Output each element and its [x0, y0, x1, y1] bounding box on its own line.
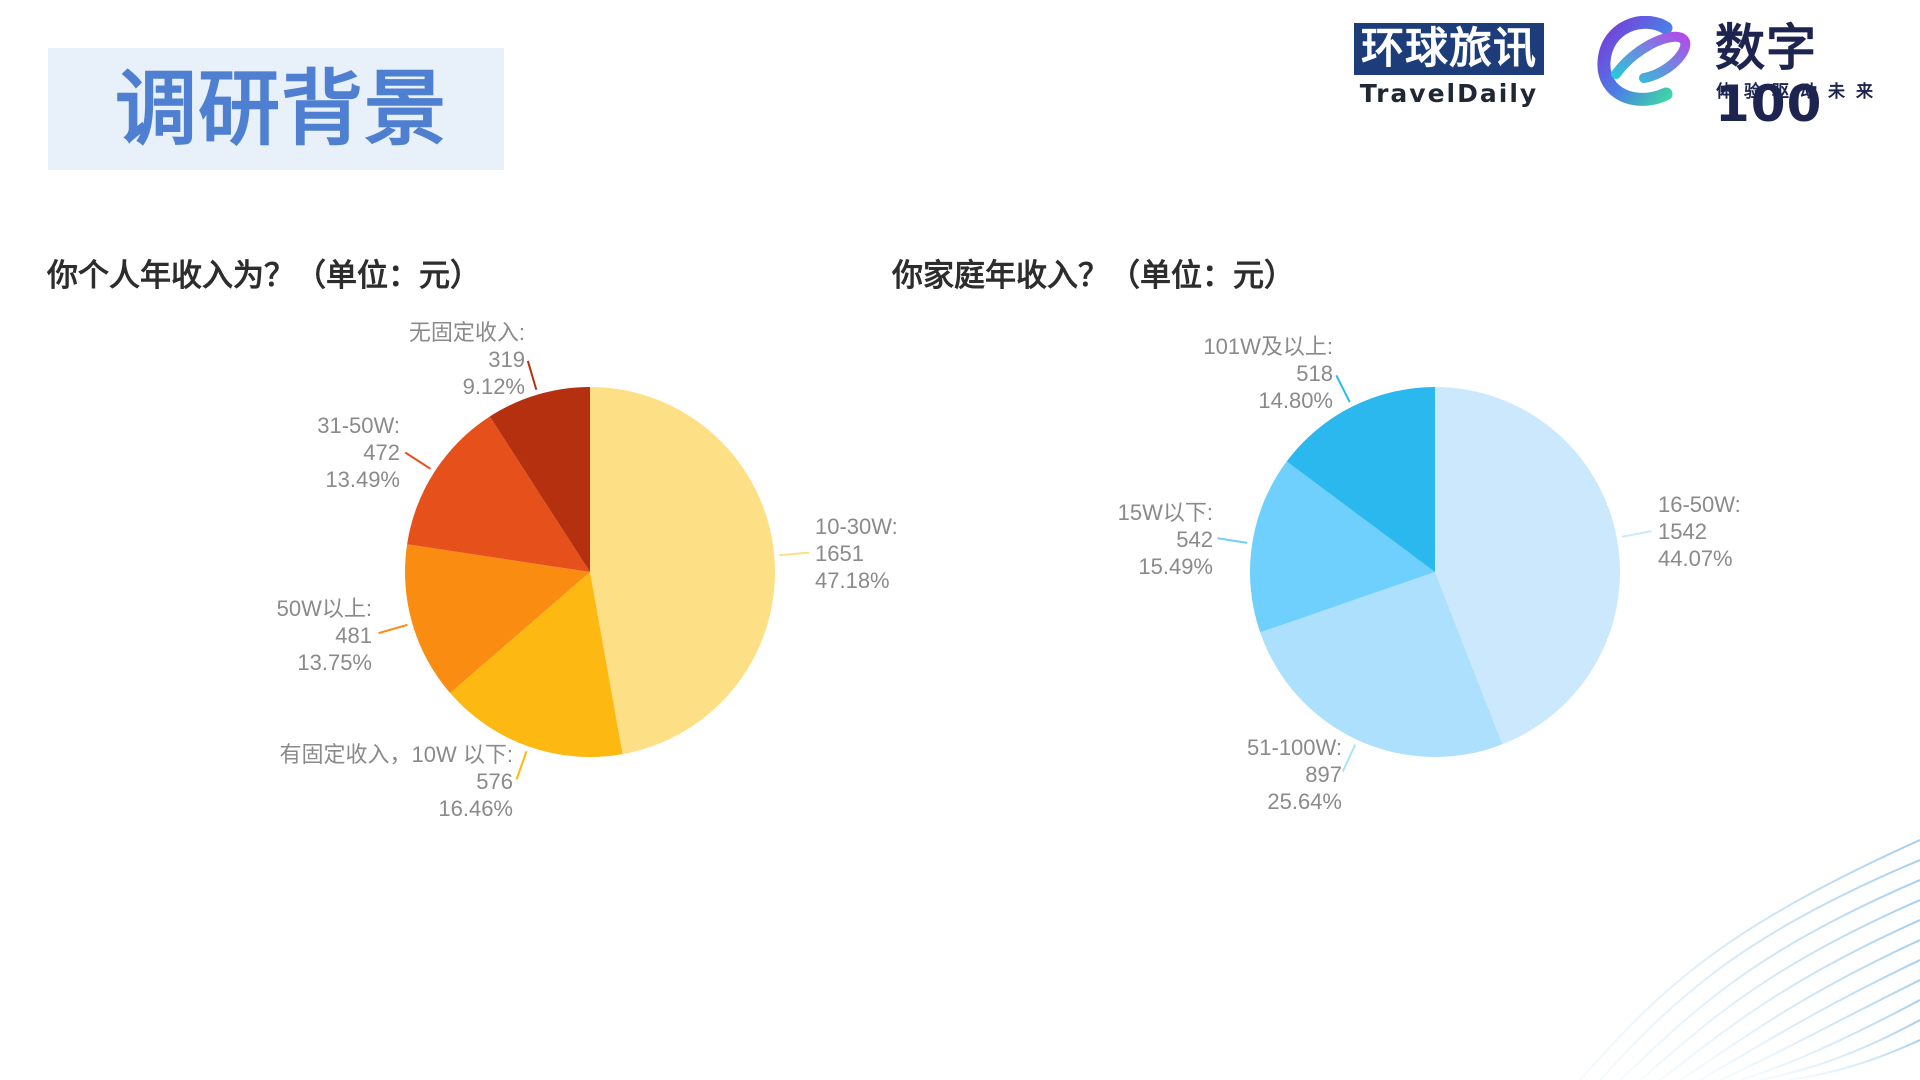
- household-slice-2-label-line-2: 15.49%: [1138, 554, 1213, 579]
- digital100-logo-slogan: 体验驱动未来: [1716, 82, 1884, 102]
- personal-slice-4-label-line-1: 319: [488, 347, 525, 372]
- household-leader-line-2: [1217, 537, 1248, 544]
- household-slice-2-label-line-0: 15W以下:: [1118, 500, 1213, 525]
- page-title: 调研背景: [115, 62, 448, 157]
- personal-leader-line-2: [378, 623, 408, 635]
- digital100-logo-icon: [1597, 16, 1691, 106]
- household-income-chart-title: 你家庭年收入？（单位：元）: [892, 258, 1295, 294]
- personal-slice-3-label-line-1: 472: [363, 440, 400, 465]
- household-slice-0-label-line-2: 44.07%: [1658, 546, 1733, 571]
- household-slice-3: [1286, 387, 1435, 572]
- personal-slice-0-label-line-2: 47.18%: [815, 568, 890, 593]
- personal-slice-4-label-line-0: 无固定收入:: [409, 320, 525, 345]
- household-slice-3-label-line-0: 101W及以上:: [1203, 334, 1333, 359]
- decorative-wave: [1579, 839, 1920, 1080]
- personal-slice-0: [590, 387, 776, 755]
- household-slice-1-label-line-1: 897: [1305, 762, 1342, 787]
- traveldaily-logo: 环球旅讯 TravelDaily: [1354, 23, 1544, 109]
- household-slice-2: [1250, 461, 1435, 633]
- personal-slice-1-label-line-1: 576: [476, 769, 513, 794]
- personal-slice-3-label-line-0: 31-50W:: [317, 413, 400, 438]
- personal-slice-1: [450, 572, 623, 757]
- personal-leader-line-1: [515, 750, 528, 780]
- household-slice-2-label-line-1: 542: [1176, 527, 1213, 552]
- personal-slice-3: [407, 416, 590, 572]
- title-panel: [48, 48, 504, 170]
- personal-slice-2-label-line-0: 50W以上:: [277, 596, 372, 621]
- traveldaily-logo-en: TravelDaily: [1359, 79, 1539, 108]
- household-slice-0: [1435, 387, 1621, 745]
- personal-slice-3-label-line-2: 13.49%: [325, 467, 400, 492]
- personal-slice-0-label-line-0: 10-30W:: [815, 514, 898, 539]
- traveldaily-logo-cn: 环球旅讯: [1354, 23, 1544, 75]
- personal-slice-0-label-line-1: 1651: [815, 541, 864, 566]
- personal-slice-1-label-line-2: 16.46%: [438, 796, 513, 821]
- household-slice-1-label-line-2: 25.64%: [1267, 789, 1342, 814]
- household-leader-line-3: [1335, 374, 1351, 403]
- household-slice-0-label-line-0: 16-50W:: [1658, 492, 1741, 517]
- household-slice-1-label-line-0: 51-100W:: [1247, 735, 1342, 760]
- personal-leader-line-4: [526, 360, 538, 391]
- personal-leader-line-0: [779, 551, 810, 557]
- personal-slice-2-label-line-1: 481: [335, 623, 372, 648]
- household-leader-line-1: [1341, 744, 1357, 773]
- personal-leader-line-3: [404, 451, 432, 470]
- personal-slice-4-label-line-2: 9.12%: [463, 374, 525, 399]
- digital100-logo-text: 数字100: [1715, 19, 1823, 133]
- personal-slice-4: [489, 387, 590, 572]
- household-slice-3-label-line-2: 14.80%: [1258, 388, 1333, 413]
- personal-slice-2: [404, 544, 590, 694]
- household-slice-0-label-line-1: 1542: [1658, 519, 1707, 544]
- household-slice-1: [1260, 572, 1503, 757]
- household-slice-3-label-line-1: 518: [1296, 361, 1333, 386]
- household-leader-line-0: [1621, 530, 1652, 538]
- personal-slice-2-label-line-2: 13.75%: [297, 650, 372, 675]
- personal-income-chart-title: 你个人年收入为？（单位：元）: [47, 258, 481, 294]
- personal-slice-1-label-line-0: 有固定收入，10W 以下:: [280, 742, 513, 767]
